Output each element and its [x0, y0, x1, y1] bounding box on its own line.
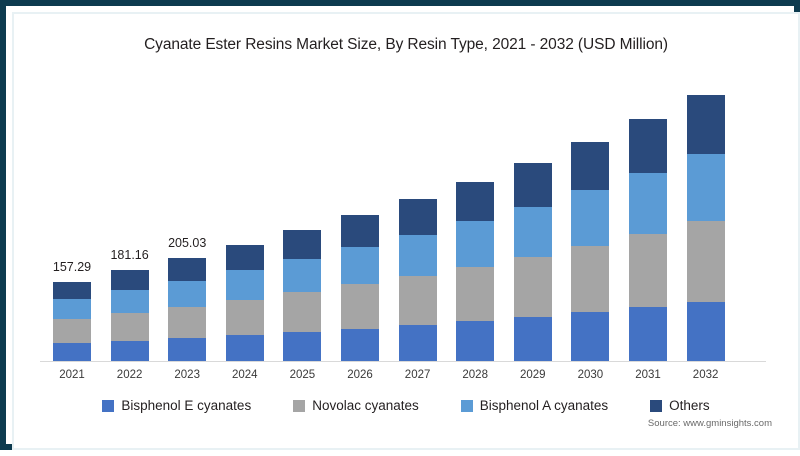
legend-item-bisphenol-e-cyanates[interactable]: Bisphenol E cyanates — [102, 398, 251, 413]
bar-2022[interactable] — [110, 269, 149, 361]
legend-swatch-bisphenol-a-cyanates — [460, 399, 473, 412]
legend-label-bisphenol-e-cyanates: Bisphenol E cyanates — [121, 398, 252, 413]
bar-segment-others-2022[interactable] — [110, 269, 149, 291]
bar-2021[interactable] — [53, 282, 91, 361]
bar-2026[interactable] — [341, 215, 379, 361]
bar-segment-bisphenol-e-cyanates-2030[interactable] — [571, 312, 610, 361]
legend-label-bisphenol-a-cyanates: Bisphenol A cyanates — [479, 398, 609, 413]
bar-segment-others-2029[interactable] — [513, 162, 552, 207]
legend-swatch-bisphenol-e-cyanates — [102, 399, 115, 412]
bar-segment-bisphenol-e-cyanates-2032[interactable] — [686, 301, 725, 361]
bar-2029[interactable] — [513, 162, 552, 361]
bar-2025[interactable] — [283, 230, 322, 361]
value-label-2022: 181.16 — [110, 247, 149, 262]
bar-2031[interactable] — [629, 119, 667, 361]
bar-2028[interactable] — [456, 181, 495, 361]
bar-segment-bisphenol-a-cyanates-2022[interactable] — [110, 290, 149, 314]
bar-segment-others-2032[interactable] — [686, 95, 725, 154]
x-axis-label-2029: 2029 — [520, 369, 546, 381]
plot-area: 2021 157.29 2022 181.16 2023 205.03 2024 2025 20… — [6, 6, 800, 456]
x-axis-label-2024: 2024 — [232, 369, 258, 381]
bar-segment-novolac-cyanates-2024[interactable] — [225, 299, 264, 336]
value-label-2023: 205.03 — [168, 235, 207, 250]
bar-segment-others-2024[interactable] — [225, 244, 264, 271]
bar-segment-novolac-cyanates-2026[interactable] — [341, 284, 379, 329]
bar-segment-bisphenol-e-cyanates-2028[interactable] — [456, 321, 495, 361]
bar-segment-others-2027[interactable] — [398, 199, 437, 235]
legend-swatch-novolac-cyanates — [293, 399, 306, 412]
x-axis-label-2027: 2027 — [404, 369, 431, 381]
bar-2023[interactable] — [168, 258, 207, 361]
x-axis-label-2025: 2025 — [289, 369, 316, 381]
bar-segment-novolac-cyanates-2031[interactable] — [629, 233, 667, 308]
bar-segment-bisphenol-a-cyanates-2021[interactable] — [53, 299, 91, 320]
bar-segment-bisphenol-a-cyanates-2032[interactable] — [686, 153, 725, 221]
chart-title: Cyanate Ester Resins Market Size, By Res… — [144, 36, 668, 53]
bar-segment-novolac-cyanates-2030[interactable] — [571, 245, 610, 313]
legend-item-others[interactable]: Others — [650, 398, 710, 413]
source-attribution: Source: www.gminsights.com — [647, 418, 772, 429]
bar-2024[interactable] — [225, 244, 264, 361]
x-axis-label-2028: 2028 — [462, 369, 488, 381]
chart-legend: Bisphenol E cyanates Novolac cyanates Bisp… — [6, 398, 800, 413]
bar-segment-novolac-cyanates-2025[interactable] — [283, 292, 322, 332]
bar-segment-bisphenol-e-cyanates-2031[interactable] — [629, 307, 667, 361]
bar-segment-novolac-cyanates-2022[interactable] — [110, 313, 149, 341]
x-axis-label-2026: 2026 — [347, 369, 373, 381]
x-axis-label-2022: 2022 — [116, 369, 143, 381]
bar-segment-others-2023[interactable] — [168, 258, 207, 281]
bar-segment-bisphenol-a-cyanates-2026[interactable] — [341, 247, 379, 285]
value-label-2021: 157.29 — [52, 259, 92, 274]
bar-segment-others-2031[interactable] — [629, 119, 667, 173]
bar-segment-bisphenol-e-cyanates-2027[interactable] — [398, 325, 437, 361]
bar-2032[interactable] — [686, 95, 725, 361]
bar-segment-bisphenol-a-cyanates-2024[interactable] — [225, 270, 264, 300]
bar-segment-bisphenol-a-cyanates-2028[interactable] — [456, 221, 495, 267]
bar-segment-bisphenol-a-cyanates-2031[interactable] — [629, 172, 667, 234]
bar-segment-bisphenol-e-cyanates-2022[interactable] — [110, 340, 149, 361]
bar-segment-bisphenol-e-cyanates-2025[interactable] — [283, 331, 322, 361]
bar-2030[interactable] — [571, 142, 610, 361]
bar-segment-bisphenol-e-cyanates-2021[interactable] — [53, 343, 91, 361]
legend-item-bisphenol-a-cyanates[interactable]: Bisphenol A cyanates — [460, 398, 609, 413]
bar-segment-bisphenol-e-cyanates-2026[interactable] — [341, 328, 379, 361]
bar-segment-novolac-cyanates-2032[interactable] — [686, 220, 725, 302]
bar-segment-novolac-cyanates-2029[interactable] — [513, 256, 552, 317]
bar-segment-others-2025[interactable] — [283, 230, 322, 260]
bar-segment-bisphenol-a-cyanates-2030[interactable] — [571, 190, 610, 246]
bar-segment-others-2028[interactable] — [456, 181, 495, 222]
bar-segment-bisphenol-a-cyanates-2029[interactable] — [513, 206, 552, 257]
bar-segment-novolac-cyanates-2028[interactable] — [456, 266, 495, 322]
bar-segment-bisphenol-e-cyanates-2023[interactable] — [168, 338, 207, 361]
bar-segment-novolac-cyanates-2027[interactable] — [398, 275, 437, 326]
bar-2027[interactable] — [398, 199, 437, 361]
legend-label-others: Others — [669, 398, 710, 413]
bar-segment-bisphenol-a-cyanates-2027[interactable] — [398, 234, 437, 276]
bar-segment-novolac-cyanates-2023[interactable] — [168, 306, 207, 339]
legend-label-novolac-cyanates: Novolac cyanates — [312, 398, 419, 413]
legend-item-novolac-cyanates[interactable]: Novolac cyanates — [293, 398, 419, 413]
legend-swatch-others — [650, 399, 663, 412]
x-axis-line — [40, 361, 766, 362]
x-axis-label-2021: 2021 — [59, 369, 85, 381]
x-axis-label-2032: 2032 — [692, 369, 719, 381]
bar-segment-bisphenol-a-cyanates-2023[interactable] — [168, 280, 207, 307]
bar-segment-bisphenol-a-cyanates-2025[interactable] — [283, 259, 322, 293]
bar-segment-others-2021[interactable] — [53, 282, 91, 300]
x-axis-label-2030: 2030 — [577, 369, 604, 381]
x-axis-label-2031: 2031 — [635, 369, 661, 381]
bar-segment-bisphenol-e-cyanates-2024[interactable] — [225, 335, 264, 361]
bar-segment-others-2030[interactable] — [571, 142, 610, 191]
x-axis-label-2023: 2023 — [174, 369, 200, 381]
bar-segment-bisphenol-e-cyanates-2029[interactable] — [513, 317, 552, 361]
bar-segment-others-2026[interactable] — [341, 215, 379, 248]
bar-segment-novolac-cyanates-2021[interactable] — [53, 319, 91, 344]
